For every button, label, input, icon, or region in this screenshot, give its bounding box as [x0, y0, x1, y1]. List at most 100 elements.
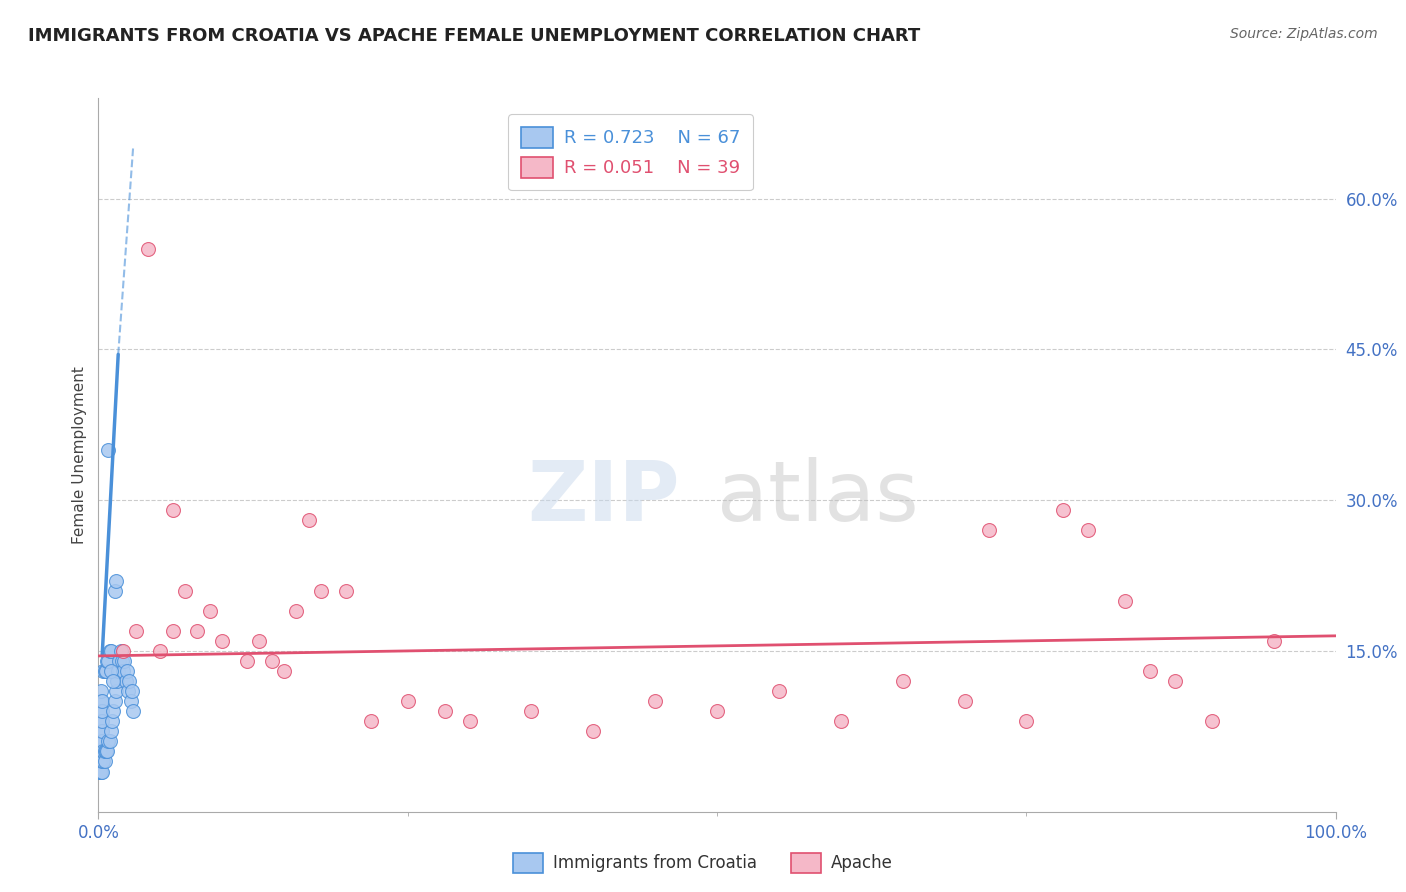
Point — [112, 664, 135, 678]
Point — [103, 694, 125, 708]
Point — [117, 684, 139, 698]
Point — [458, 714, 481, 729]
Point — [93, 744, 115, 758]
Point — [1164, 674, 1187, 689]
Point — [162, 624, 184, 638]
Point — [122, 704, 145, 718]
Point — [1052, 503, 1074, 517]
Point — [89, 755, 111, 769]
Point — [236, 654, 259, 668]
Point — [335, 583, 357, 598]
Point — [198, 604, 221, 618]
Point — [118, 674, 141, 689]
Point — [1015, 714, 1038, 729]
Point — [247, 633, 270, 648]
Text: atlas: atlas — [717, 458, 918, 538]
Point — [105, 674, 128, 689]
Point — [96, 744, 118, 758]
Point — [121, 684, 143, 698]
Point — [90, 684, 112, 698]
Point — [90, 755, 112, 769]
Point — [90, 764, 112, 779]
Point — [93, 744, 115, 758]
Text: ZIP: ZIP — [527, 458, 681, 538]
Point — [309, 583, 332, 598]
Point — [953, 694, 976, 708]
Point — [120, 694, 142, 708]
Point — [98, 734, 121, 748]
Point — [89, 734, 111, 748]
Point — [90, 734, 112, 748]
Point — [91, 755, 114, 769]
Point — [98, 644, 121, 658]
Point — [124, 624, 146, 638]
Point — [97, 654, 120, 668]
Point — [96, 654, 118, 668]
Point — [100, 724, 122, 739]
Point — [211, 633, 233, 648]
Point — [149, 644, 172, 658]
Point — [298, 513, 321, 527]
Point — [91, 724, 114, 739]
Point — [433, 704, 456, 718]
Point — [93, 664, 115, 678]
Point — [136, 242, 159, 256]
Point — [89, 724, 111, 739]
Point — [97, 442, 120, 457]
Point — [360, 714, 382, 729]
Point — [830, 714, 852, 729]
Point — [706, 704, 728, 718]
Point — [91, 714, 114, 729]
Point — [111, 654, 134, 668]
Point — [115, 664, 138, 678]
Point — [520, 704, 543, 718]
Text: Source: ZipAtlas.com: Source: ZipAtlas.com — [1230, 27, 1378, 41]
Point — [90, 714, 112, 729]
Point — [108, 654, 131, 668]
Point — [103, 674, 125, 689]
Point — [396, 694, 419, 708]
Point — [90, 744, 112, 758]
Legend: Immigrants from Croatia, Apache: Immigrants from Croatia, Apache — [506, 847, 900, 880]
Point — [93, 755, 115, 769]
Point — [174, 583, 197, 598]
Point — [89, 764, 111, 779]
Point — [186, 624, 208, 638]
Point — [112, 654, 135, 668]
Point — [89, 764, 111, 779]
Point — [112, 644, 135, 658]
Point — [90, 694, 112, 708]
Point — [97, 734, 120, 748]
Point — [90, 704, 112, 718]
Point — [89, 744, 111, 758]
Point — [285, 604, 308, 618]
Point — [100, 664, 122, 678]
Point — [1201, 714, 1223, 729]
Point — [114, 674, 136, 689]
Point — [89, 714, 111, 729]
Point — [260, 654, 283, 668]
Point — [110, 644, 132, 658]
Point — [891, 674, 914, 689]
Point — [768, 684, 790, 698]
Point — [89, 724, 111, 739]
Point — [91, 744, 114, 758]
Y-axis label: Female Unemployment: Female Unemployment — [72, 366, 87, 544]
Point — [979, 524, 1001, 538]
Point — [93, 755, 115, 769]
Point — [91, 694, 114, 708]
Legend: R = 0.723    N = 67, R = 0.051    N = 39: R = 0.723 N = 67, R = 0.051 N = 39 — [508, 114, 754, 190]
Point — [94, 664, 117, 678]
Point — [1263, 633, 1285, 648]
Point — [104, 574, 127, 588]
Point — [91, 704, 114, 718]
Text: IMMIGRANTS FROM CROATIA VS APACHE FEMALE UNEMPLOYMENT CORRELATION CHART: IMMIGRANTS FROM CROATIA VS APACHE FEMALE… — [28, 27, 921, 45]
Point — [100, 644, 122, 658]
Point — [89, 734, 111, 748]
Point — [582, 724, 605, 739]
Point — [1114, 593, 1136, 607]
Point — [89, 755, 111, 769]
Point — [89, 744, 111, 758]
Point — [104, 684, 127, 698]
Point — [273, 664, 295, 678]
